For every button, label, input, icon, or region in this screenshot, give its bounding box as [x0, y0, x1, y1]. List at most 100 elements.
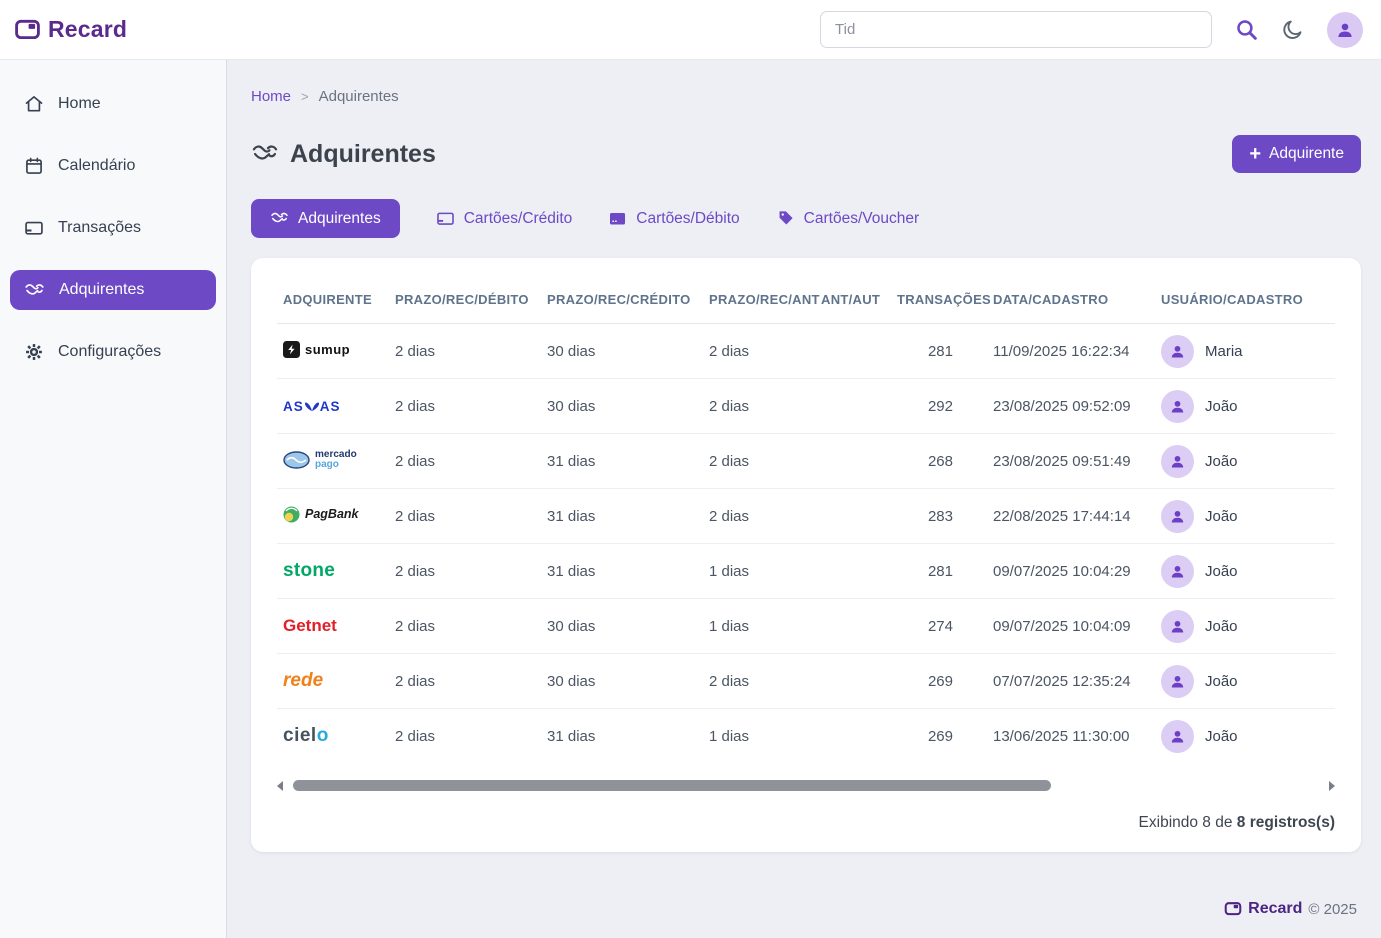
- person-icon: [1168, 342, 1187, 361]
- cell-prazo-rec-debito: 2 dias: [389, 379, 541, 434]
- records-summary: Exibindo 8 de 8 registros(s): [277, 814, 1335, 832]
- user-avatar: [1161, 445, 1194, 478]
- sidebar-item-adquirentes[interactable]: Adquirentes: [10, 270, 216, 310]
- brand-name: Recard: [48, 16, 127, 43]
- tag-icon: [776, 209, 795, 228]
- user-avatar: [1161, 720, 1194, 753]
- cell-prazo-rec-ant: 1 dias: [703, 709, 815, 764]
- cell-prazo-rec-credito: 30 dias: [541, 654, 703, 709]
- tab-cartoes-credito[interactable]: Cartões/Crédito: [436, 199, 573, 238]
- cell-usuario-cadastro: João: [1161, 500, 1329, 533]
- cell-transacoes: 268: [891, 434, 987, 489]
- scroll-left-arrow[interactable]: [277, 781, 283, 791]
- getnet-logo: Getnet: [283, 616, 337, 636]
- adquirentes-table-card: ADQUIRENTE PRAZO/REC/DÉBITO PRAZO/REC/CR…: [251, 258, 1361, 852]
- sidebar-item-home[interactable]: Home: [10, 84, 216, 124]
- mercadopago-logo: mercado pago: [283, 450, 357, 470]
- cell-prazo-rec-ant: 2 dias: [703, 489, 815, 544]
- user-avatar: [1161, 665, 1194, 698]
- cell-transacoes: 281: [891, 324, 987, 379]
- adquirentes-table: ADQUIRENTE PRAZO/REC/DÉBITO PRAZO/REC/CR…: [277, 272, 1335, 764]
- app-logo: Recard: [14, 16, 127, 43]
- topbar: Recard: [0, 0, 1381, 60]
- user-avatar: [1161, 500, 1194, 533]
- cell-data-cadastro: 22/08/2025 17:44:14: [987, 489, 1155, 544]
- sidebar-item-label: Configurações: [58, 343, 161, 361]
- handshake-icon: [24, 280, 45, 301]
- cell-prazo-rec-credito: 31 dias: [541, 434, 703, 489]
- person-icon: [1168, 727, 1187, 746]
- cell-data-cadastro: 07/07/2025 12:35:24: [987, 654, 1155, 709]
- cell-ant-aut: [815, 599, 891, 654]
- table-row[interactable]: Getnet 2 dias 30 dias 1 dias 274 09/07/2…: [277, 599, 1335, 654]
- tab-adquirentes[interactable]: Adquirentes: [251, 199, 400, 238]
- column-header-prazo-rec-credito: PRAZO/REC/CRÉDITO: [541, 272, 703, 324]
- scrollbar-track[interactable]: [287, 780, 1325, 791]
- user-avatar: [1161, 335, 1194, 368]
- cell-ant-aut: [815, 434, 891, 489]
- cell-data-cadastro: 09/07/2025 10:04:09: [987, 599, 1155, 654]
- table-header-row: ADQUIRENTE PRAZO/REC/DÉBITO PRAZO/REC/CR…: [277, 272, 1335, 324]
- cell-prazo-rec-credito: 31 dias: [541, 489, 703, 544]
- column-header-usuario-cadastro: USUÁRIO/CADASTRO: [1155, 272, 1335, 324]
- scroll-right-arrow[interactable]: [1329, 781, 1335, 791]
- cell-prazo-rec-debito: 2 dias: [389, 324, 541, 379]
- cell-ant-aut: [815, 544, 891, 599]
- table-row[interactable]: sumup 2 dias 30 dias 2 dias 281 11/09/20…: [277, 324, 1335, 379]
- person-icon: [1168, 562, 1187, 581]
- sidebar-item-transacoes[interactable]: Transações: [10, 208, 216, 248]
- breadcrumb-link-home[interactable]: Home: [251, 88, 291, 105]
- search-icon: [1234, 17, 1259, 42]
- table-row[interactable]: cielo 2 dias 31 dias 1 dias 269 13/06/20…: [277, 709, 1335, 764]
- cell-prazo-rec-debito: 2 dias: [389, 709, 541, 764]
- table-row[interactable]: PagBank 2 dias 31 dias 2 dias 283 22/08/…: [277, 489, 1335, 544]
- sidebar-item-label: Adquirentes: [59, 281, 144, 299]
- user-avatar: [1161, 610, 1194, 643]
- mercadopago-logo-icon: [283, 451, 310, 469]
- cell-data-cadastro: 13/06/2025 11:30:00: [987, 709, 1155, 764]
- table-row[interactable]: ASAS 2 dias 30 dias 2 dias 292 23/08/202…: [277, 379, 1335, 434]
- table-row[interactable]: stone 2 dias 31 dias 1 dias 281 09/07/20…: [277, 544, 1335, 599]
- cell-prazo-rec-ant: 1 dias: [703, 599, 815, 654]
- cell-usuario-cadastro: João: [1161, 445, 1329, 478]
- recard-logo-icon: [14, 18, 41, 42]
- add-adquirente-button[interactable]: + Adquirente: [1232, 135, 1361, 173]
- tab-cartoes-debito[interactable]: Cartões/Débito: [608, 199, 739, 238]
- credit-card-filled-icon: [608, 209, 627, 228]
- cell-ant-aut: [815, 324, 891, 379]
- cell-prazo-rec-debito: 2 dias: [389, 544, 541, 599]
- user-avatar: [1327, 12, 1363, 48]
- cell-data-cadastro: 23/08/2025 09:51:49: [987, 434, 1155, 489]
- column-header-prazo-rec-debito: PRAZO/REC/DÉBITO: [389, 272, 541, 324]
- cell-ant-aut: [815, 654, 891, 709]
- page-title: Adquirentes: [251, 140, 436, 169]
- theme-toggle-button[interactable]: [1281, 18, 1305, 42]
- pagbank-logo: PagBank: [283, 506, 359, 523]
- table-row[interactable]: rede 2 dias 30 dias 2 dias 269 07/07/202…: [277, 654, 1335, 709]
- cell-prazo-rec-ant: 2 dias: [703, 434, 815, 489]
- user-menu-button[interactable]: [1327, 12, 1363, 48]
- scrollbar-thumb[interactable]: [293, 780, 1051, 791]
- pagbank-logo-icon: [283, 506, 300, 523]
- search-button[interactable]: [1234, 17, 1259, 42]
- calendar-icon: [24, 156, 44, 176]
- recard-logo-icon: [1224, 901, 1242, 917]
- asaas-logo: ASAS: [283, 399, 341, 414]
- breadcrumb: Home > Adquirentes: [251, 88, 1361, 105]
- search-box: [820, 11, 1212, 48]
- breadcrumb-current: Adquirentes: [319, 88, 399, 105]
- table-row[interactable]: mercado pago 2 dias 31 dias 2 dias 268 2…: [277, 434, 1335, 489]
- cell-usuario-cadastro: Maria: [1161, 335, 1329, 368]
- cell-prazo-rec-credito: 31 dias: [541, 709, 703, 764]
- cell-data-cadastro: 23/08/2025 09:52:09: [987, 379, 1155, 434]
- tab-cartoes-voucher[interactable]: Cartões/Voucher: [776, 199, 919, 238]
- cell-prazo-rec-ant: 2 dias: [703, 379, 815, 434]
- person-icon: [1168, 452, 1187, 471]
- search-input[interactable]: [820, 11, 1212, 48]
- handshake-icon: [270, 209, 289, 228]
- column-header-adquirente: ADQUIRENTE: [277, 272, 389, 324]
- sidebar-item-calendario[interactable]: Calendário: [10, 146, 216, 186]
- column-header-ant-aut: ANT/AUT: [815, 272, 891, 324]
- sidebar-item-configuracoes[interactable]: Configurações: [10, 332, 216, 372]
- rede-logo: rede: [283, 670, 323, 692]
